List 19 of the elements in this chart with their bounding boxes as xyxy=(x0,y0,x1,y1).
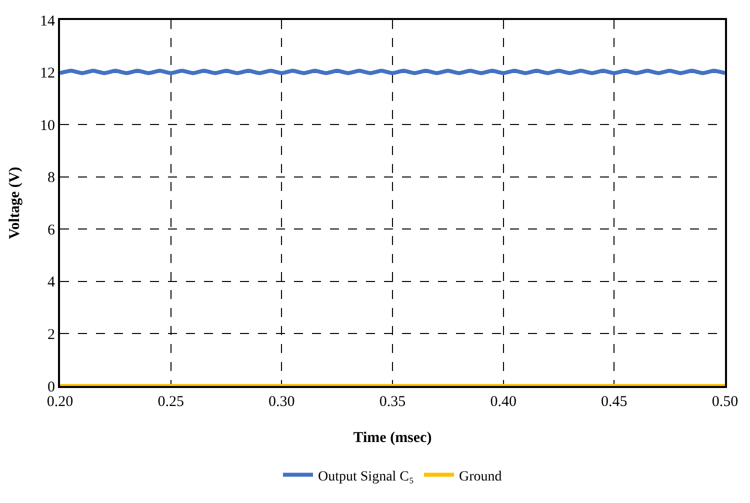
y-tick-label: 10 xyxy=(40,118,55,134)
x-tick-label: 0.40 xyxy=(490,394,516,410)
y-tick-label: 12 xyxy=(40,66,55,82)
legend-label: Output Signal C₅ xyxy=(318,469,414,484)
y-axis-title: Voltage (V) xyxy=(7,166,23,240)
x-tick-label: 0.30 xyxy=(268,394,295,410)
x-tick-label: 0.35 xyxy=(379,394,406,410)
y-tick-label: 0 xyxy=(48,379,55,396)
x-tick-label: 0.25 xyxy=(158,394,184,410)
y-tick-label: 2 xyxy=(48,326,55,343)
x-tick-label: 0.45 xyxy=(601,394,628,410)
y-tick-label: 6 xyxy=(48,222,56,238)
y-tick-label: 8 xyxy=(48,170,55,186)
legend-label: Ground xyxy=(459,469,502,484)
x-tick-label: 0.20 xyxy=(46,394,74,410)
x-axis-title: Time (msec) xyxy=(353,430,432,446)
y-tick-label: 14 xyxy=(40,13,56,30)
y-tick-label: 4 xyxy=(48,274,56,291)
x-tick-label: 0.50 xyxy=(712,394,738,410)
